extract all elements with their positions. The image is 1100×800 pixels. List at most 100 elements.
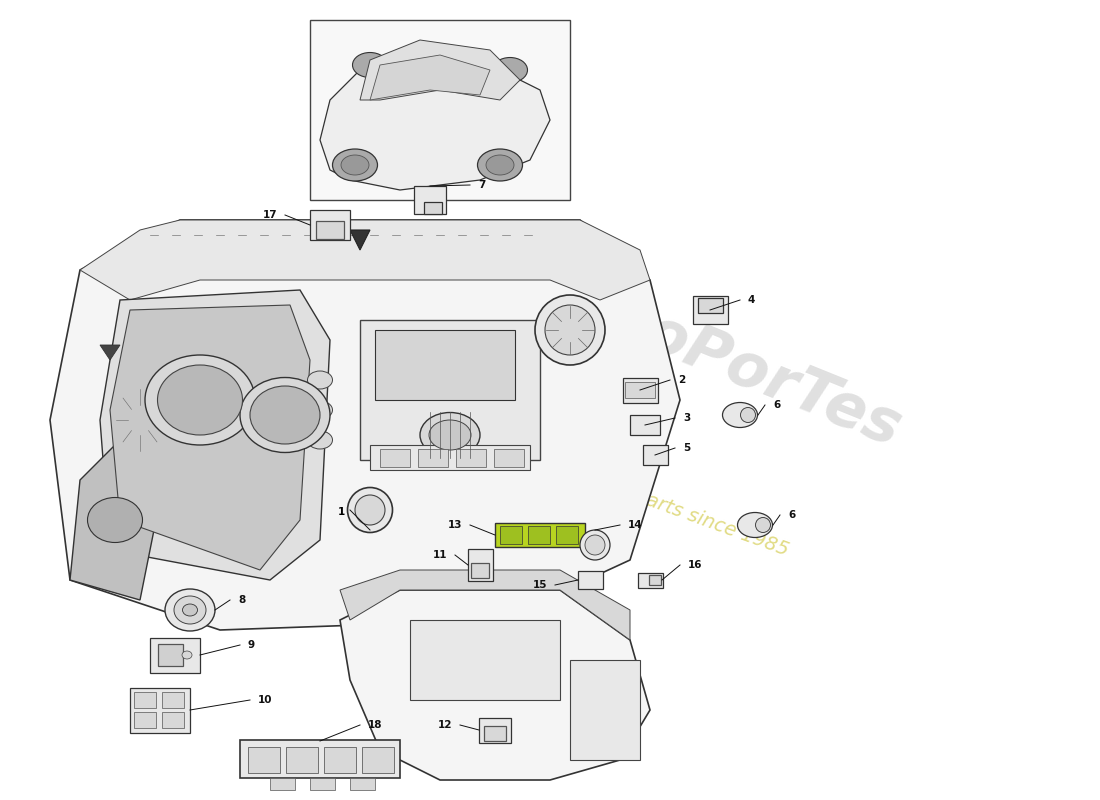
Polygon shape bbox=[340, 590, 650, 780]
Ellipse shape bbox=[308, 371, 332, 389]
Ellipse shape bbox=[157, 365, 242, 435]
Text: 6: 6 bbox=[773, 400, 780, 410]
Bar bbox=[410, 620, 560, 700]
Bar bbox=[495, 523, 585, 547]
Ellipse shape bbox=[341, 155, 368, 175]
Ellipse shape bbox=[88, 498, 143, 542]
Polygon shape bbox=[110, 305, 310, 570]
Ellipse shape bbox=[174, 596, 206, 624]
Bar bbox=[471, 562, 490, 578]
Bar bbox=[370, 445, 530, 470]
Bar bbox=[134, 712, 156, 728]
Bar bbox=[362, 747, 394, 773]
Text: 14: 14 bbox=[628, 520, 642, 530]
Bar bbox=[693, 296, 727, 324]
Bar bbox=[494, 449, 524, 467]
Ellipse shape bbox=[182, 651, 192, 659]
Ellipse shape bbox=[580, 530, 611, 560]
Bar bbox=[240, 740, 400, 778]
Ellipse shape bbox=[740, 407, 756, 422]
Bar bbox=[316, 221, 344, 239]
Ellipse shape bbox=[723, 402, 758, 427]
Ellipse shape bbox=[477, 149, 522, 181]
Ellipse shape bbox=[352, 53, 387, 78]
Bar bbox=[638, 573, 662, 587]
Text: 9: 9 bbox=[248, 640, 255, 650]
Ellipse shape bbox=[348, 487, 393, 533]
Bar bbox=[150, 638, 200, 673]
Ellipse shape bbox=[250, 386, 320, 444]
Text: 8: 8 bbox=[238, 595, 245, 605]
Bar bbox=[134, 692, 156, 708]
Text: 11: 11 bbox=[432, 550, 447, 560]
Ellipse shape bbox=[145, 355, 255, 445]
Text: 5: 5 bbox=[683, 443, 691, 453]
Text: 12: 12 bbox=[438, 720, 452, 730]
Ellipse shape bbox=[486, 155, 514, 175]
Ellipse shape bbox=[332, 149, 377, 181]
Ellipse shape bbox=[737, 513, 772, 538]
Bar bbox=[310, 20, 570, 200]
Bar bbox=[697, 298, 723, 313]
Ellipse shape bbox=[544, 305, 595, 355]
Bar bbox=[162, 692, 184, 708]
Ellipse shape bbox=[355, 495, 385, 525]
Bar bbox=[528, 526, 550, 544]
Ellipse shape bbox=[535, 295, 605, 365]
Text: 10: 10 bbox=[258, 695, 273, 705]
Text: euroPorTes: euroPorTes bbox=[530, 260, 910, 460]
Text: 3: 3 bbox=[683, 413, 691, 423]
Bar bbox=[375, 330, 515, 400]
Bar bbox=[570, 660, 640, 760]
Bar bbox=[623, 378, 658, 402]
Bar bbox=[500, 526, 522, 544]
Bar bbox=[286, 747, 318, 773]
Bar bbox=[310, 210, 350, 240]
Text: 13: 13 bbox=[448, 520, 462, 530]
Polygon shape bbox=[100, 290, 330, 580]
Text: a passion for parts since 1985: a passion for parts since 1985 bbox=[508, 441, 792, 559]
Text: 18: 18 bbox=[368, 720, 383, 730]
Bar bbox=[270, 778, 295, 790]
Bar bbox=[478, 718, 512, 742]
Bar bbox=[642, 445, 668, 465]
Text: 6: 6 bbox=[788, 510, 795, 520]
Ellipse shape bbox=[308, 401, 332, 419]
Polygon shape bbox=[320, 60, 550, 190]
Text: 15: 15 bbox=[532, 580, 547, 590]
Bar bbox=[649, 575, 661, 585]
Ellipse shape bbox=[420, 413, 480, 458]
Bar bbox=[162, 712, 184, 728]
Polygon shape bbox=[350, 230, 370, 250]
Bar bbox=[157, 644, 183, 666]
Bar bbox=[324, 747, 356, 773]
Bar bbox=[248, 747, 280, 773]
Bar bbox=[424, 202, 442, 214]
Text: 4: 4 bbox=[748, 295, 756, 305]
Polygon shape bbox=[340, 570, 630, 640]
Bar bbox=[379, 449, 410, 467]
Text: 7: 7 bbox=[478, 180, 485, 190]
Text: 1: 1 bbox=[338, 507, 345, 517]
Ellipse shape bbox=[308, 431, 332, 449]
Ellipse shape bbox=[165, 589, 214, 631]
Bar bbox=[630, 415, 660, 435]
Bar bbox=[456, 449, 486, 467]
Bar bbox=[556, 526, 578, 544]
Ellipse shape bbox=[756, 518, 770, 533]
Bar bbox=[625, 382, 654, 398]
Bar bbox=[484, 726, 506, 741]
Ellipse shape bbox=[104, 375, 175, 465]
Bar bbox=[414, 186, 446, 214]
Bar bbox=[578, 571, 603, 589]
Bar bbox=[468, 549, 493, 581]
Ellipse shape bbox=[183, 604, 198, 616]
Text: 16: 16 bbox=[688, 560, 703, 570]
Bar bbox=[130, 687, 190, 733]
Polygon shape bbox=[80, 220, 650, 300]
Bar bbox=[310, 778, 336, 790]
Polygon shape bbox=[360, 40, 520, 100]
Polygon shape bbox=[370, 55, 490, 100]
Ellipse shape bbox=[240, 378, 330, 453]
Ellipse shape bbox=[493, 58, 528, 82]
